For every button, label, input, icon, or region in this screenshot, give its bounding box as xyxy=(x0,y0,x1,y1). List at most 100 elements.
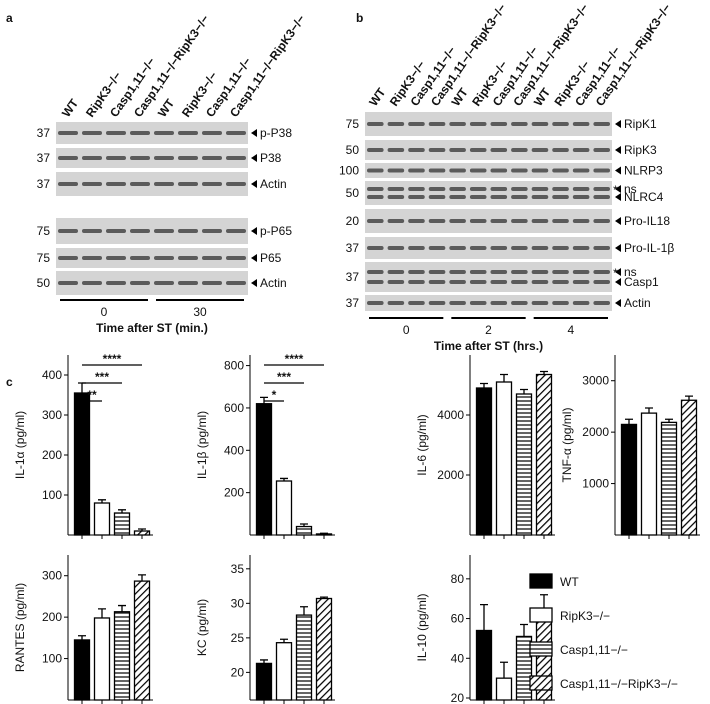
band xyxy=(490,148,508,152)
error-bar xyxy=(280,638,288,643)
band xyxy=(593,246,610,250)
bar xyxy=(535,373,553,536)
arrowhead xyxy=(251,254,257,262)
bar xyxy=(255,662,273,701)
band xyxy=(531,148,549,152)
y-tick-label: 400 xyxy=(42,368,62,382)
error-bar xyxy=(300,523,308,527)
y-tick-label: 3000 xyxy=(582,374,609,388)
band-label: P38 xyxy=(260,151,282,165)
significance-label: * xyxy=(272,388,277,402)
band xyxy=(469,122,487,126)
band-label: p-P65 xyxy=(260,224,292,238)
band xyxy=(428,270,446,274)
y-axis-label: KC (pg/ml) xyxy=(195,599,209,656)
panel-label: c xyxy=(6,375,13,389)
band xyxy=(490,246,508,250)
blot-strip xyxy=(365,237,612,259)
mw-marker: 37 xyxy=(37,151,51,165)
mw-marker: 37 xyxy=(37,126,51,140)
band xyxy=(449,195,466,199)
band xyxy=(387,301,405,305)
band xyxy=(490,122,508,126)
band xyxy=(428,246,446,250)
significance-label: *** xyxy=(95,370,109,384)
blot-strip xyxy=(365,181,612,205)
band xyxy=(572,148,590,152)
band xyxy=(449,168,466,173)
band xyxy=(130,256,150,260)
y-tick-label: 200 xyxy=(42,448,62,462)
bar xyxy=(640,412,658,536)
legend-label: Casp1,11−/−RipK3−/− xyxy=(560,677,678,691)
band xyxy=(593,280,610,284)
y-tick-label: 600 xyxy=(224,401,244,415)
band xyxy=(226,156,246,160)
band xyxy=(226,256,246,260)
panel-label: a xyxy=(6,11,13,25)
band xyxy=(82,131,102,135)
band xyxy=(531,301,549,305)
error-bar xyxy=(78,635,86,640)
band xyxy=(572,187,590,191)
y-tick-label: 300 xyxy=(42,569,62,583)
band xyxy=(572,122,590,126)
band xyxy=(154,182,174,186)
band xyxy=(106,256,126,260)
band xyxy=(130,182,150,186)
bar xyxy=(275,642,293,701)
band xyxy=(82,229,102,233)
band xyxy=(428,280,446,284)
y-tick-label: 100 xyxy=(42,488,62,502)
band xyxy=(552,122,569,126)
band xyxy=(552,270,569,274)
band xyxy=(428,301,446,305)
error-bar xyxy=(300,606,308,616)
y-tick-label: 4000 xyxy=(437,408,464,422)
band xyxy=(511,187,528,191)
band xyxy=(367,270,384,274)
band xyxy=(58,229,78,233)
bar xyxy=(133,580,151,701)
band-label: Actin xyxy=(260,177,287,191)
band xyxy=(154,256,174,260)
bar xyxy=(495,677,513,701)
band xyxy=(202,281,222,285)
y-tick-label: 2000 xyxy=(582,425,609,439)
band xyxy=(511,280,528,284)
band xyxy=(572,246,590,250)
band xyxy=(531,122,549,126)
band xyxy=(130,156,150,160)
bar xyxy=(315,533,333,536)
band xyxy=(531,219,549,223)
error-bar xyxy=(280,477,288,481)
significance-label: *** xyxy=(277,370,291,384)
band xyxy=(511,219,528,223)
y-tick-label: 1000 xyxy=(582,477,609,491)
band xyxy=(572,270,590,274)
y-tick-label: 40 xyxy=(451,651,465,665)
mw-marker: 75 xyxy=(346,117,360,131)
band xyxy=(552,301,569,305)
mw-marker: 37 xyxy=(346,270,360,284)
bar xyxy=(660,421,678,536)
band xyxy=(154,281,174,285)
band xyxy=(82,281,102,285)
bar xyxy=(475,629,493,701)
band xyxy=(226,182,246,186)
error-bar xyxy=(118,604,126,612)
blot-strip xyxy=(56,148,248,168)
lane-label: WT xyxy=(59,96,82,120)
band-label: NLRP3 xyxy=(624,164,663,178)
band xyxy=(469,270,487,274)
error-bar xyxy=(78,382,86,393)
band xyxy=(469,187,487,191)
timepoint: 0 xyxy=(101,305,108,319)
legend-swatch xyxy=(529,573,553,589)
band xyxy=(154,156,174,160)
band-label: Actin xyxy=(260,276,287,290)
band xyxy=(387,246,405,250)
band xyxy=(387,122,405,126)
band xyxy=(552,195,569,199)
band xyxy=(593,195,610,199)
